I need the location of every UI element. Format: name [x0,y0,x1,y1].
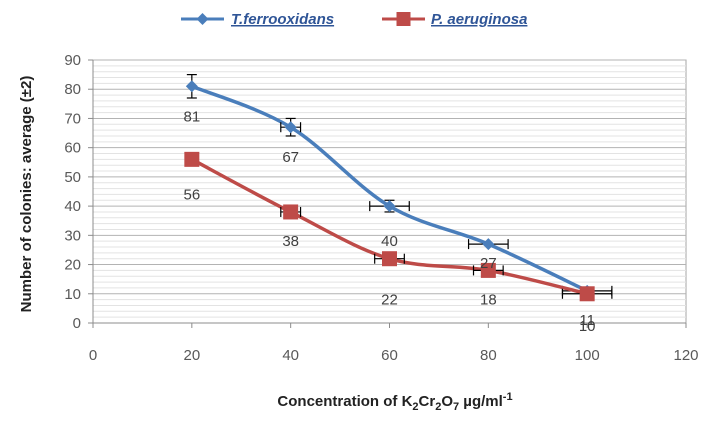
legend-label-p-aeruginosa: P. aeruginosa [431,11,527,28]
x-tick-label: 0 [89,347,97,364]
data-label: 22 [381,292,398,309]
y-tick-label: 70 [64,110,81,127]
data-label: 10 [579,318,596,335]
legend-label-t-ferrooxidans: T.ferrooxidans [231,11,334,28]
y-tick-label: 60 [64,140,81,157]
y-tick-label: 0 [73,315,81,332]
gridlines [92,59,687,324]
legend: T.ferrooxidans P. aeruginosa [181,11,527,28]
legend-square-marker [396,12,411,26]
data-point-diamond [482,238,495,251]
data-point-diamond [383,200,396,213]
y-tick-label: 40 [64,198,81,215]
data-point-square [283,204,299,220]
x-tick-label: 60 [381,347,398,364]
x-tick-labels: 0 20 40 60 80 100 120 [89,347,699,364]
data-labels: 81 67 40 27 11 56 38 22 18 10 [183,108,595,334]
data-point-square [184,151,200,167]
data-point-square [382,251,397,267]
y-tick-label: 20 [64,257,81,274]
x-tick-label: 80 [480,347,497,364]
x-tick-label: 120 [673,347,698,364]
data-point-square [480,262,496,278]
y-tick-label: 90 [64,52,81,69]
data-label: 67 [282,149,299,166]
data-label: 18 [480,291,497,308]
y-axis-title: Number of colonies: average (±2) [18,76,35,313]
y-tick-labels: 0 10 20 30 40 50 60 70 80 90 [64,52,81,332]
data-point-diamond [284,121,297,134]
data-label: 38 [282,233,299,250]
data-point-diamond [185,80,198,93]
axes [88,59,687,328]
y-tick-label: 50 [64,169,81,186]
data-label: 27 [480,255,497,272]
y-tick-label: 10 [64,286,81,303]
series-group [184,74,613,302]
y-tick-label: 80 [64,81,81,98]
plot-area [92,59,687,324]
data-label: 11 [579,312,595,329]
x-axis-title: Concentration of K2Cr2O7 µg/ml-1 [277,391,512,413]
data-label: 40 [381,233,398,250]
data-point-square [579,286,595,302]
x-tick-label: 100 [575,347,600,364]
data-label: 81 [183,108,200,125]
series-p-aeruginosa [184,151,613,302]
x-tick-label: 20 [183,347,200,364]
y-tick-label: 30 [64,227,81,244]
legend-diamond-marker [196,13,209,25]
x-tick-label: 40 [282,347,299,364]
data-label: 56 [183,186,200,203]
